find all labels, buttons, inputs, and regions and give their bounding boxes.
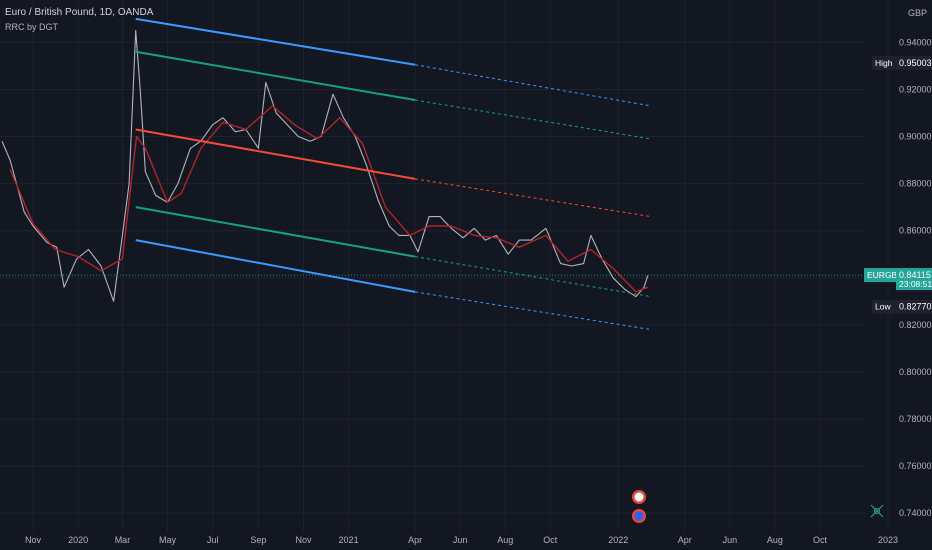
y-tick-label: 0.74000	[899, 508, 932, 518]
high-value-bg	[896, 55, 932, 70]
x-tick-label: Aug	[767, 535, 783, 545]
symbol-title[interactable]: Euro / British Pound, 1D, OANDA	[5, 7, 154, 18]
y-tick-label: 0.78000	[899, 414, 932, 424]
channel-lower-inner-extension	[414, 256, 651, 298]
event-marker-inner	[634, 492, 644, 502]
channel-median-extension	[414, 178, 651, 218]
grid-lines	[0, 0, 889, 532]
channel-upper-outer-extension	[414, 64, 651, 107]
price-labels: High 0.95003 Low 0.82770 EURGBP0.8411523:08:…	[864, 55, 932, 314]
channel-lower-inner-solid	[135, 206, 416, 258]
low-value-bg	[896, 299, 932, 314]
moving-average-series	[9, 105, 649, 293]
x-tick-label: Jun	[453, 535, 468, 545]
y-tick-label: 0.90000	[899, 132, 932, 142]
low-tag-bg	[872, 299, 896, 314]
x-tick-label: Jun	[723, 535, 738, 545]
countdown-value: 23:08:51	[899, 279, 932, 289]
indicator-title[interactable]: RRC by DGT	[5, 22, 59, 32]
y-tick-label: 0.94000	[899, 37, 932, 47]
y-tick-label: 0.76000	[899, 461, 932, 471]
y-tick-label: 0.88000	[899, 179, 932, 189]
channel-upper-outer-solid	[135, 17, 416, 66]
moving-average-line	[9, 105, 649, 293]
x-tick-label: Jul	[207, 535, 219, 545]
currency-label: GBP	[908, 8, 927, 18]
low-tag-label: Low	[875, 302, 891, 312]
x-tick-label: Nov	[295, 535, 312, 545]
channel-lower-outer-solid	[135, 239, 416, 293]
y-tick-label: 0.86000	[899, 226, 932, 236]
x-tick-label: Aug	[497, 535, 513, 545]
x-tick-label: Nov	[25, 535, 42, 545]
channel-median-solid	[135, 128, 416, 180]
high-value: 0.95003	[899, 58, 932, 68]
current-tag-bg	[864, 268, 896, 283]
x-tick-label: Apr	[678, 535, 692, 545]
y-tick-label: 0.92000	[899, 84, 932, 94]
x-tick-label: May	[159, 535, 177, 545]
current-value-bg	[896, 268, 932, 291]
settings-icon[interactable]	[870, 504, 884, 518]
x-tick-label: Apr	[408, 535, 422, 545]
earnings-markers[interactable]	[632, 490, 646, 523]
channel-lower-outer-extension	[414, 291, 651, 331]
chart-legend: Euro / British Pound, 1D, OANDA RRC by D…	[5, 6, 153, 34]
x-tick-label: 2023	[878, 535, 898, 545]
x-tick-label: Sep	[250, 535, 266, 545]
y-tick-label: 0.82000	[899, 320, 932, 330]
channel-upper-inner-solid	[135, 50, 416, 102]
current-tag-label: EURGBP	[867, 270, 903, 280]
y-tick-label: 0.80000	[899, 367, 932, 377]
regression-channel	[135, 17, 651, 331]
price-series	[1, 30, 649, 302]
channel-upper-inner-extension	[414, 99, 651, 140]
x-axis: Nov 2020 Mar May Jul Sep Nov 2021 Apr Jun Aug Oct 20…	[25, 535, 898, 545]
high-tag-label: High	[875, 58, 893, 68]
price-line	[1, 30, 649, 302]
x-tick-label: Mar	[115, 535, 131, 545]
x-tick-label: Oct	[543, 535, 558, 545]
low-value: 0.82770	[899, 302, 932, 312]
high-tag-bg	[872, 55, 896, 70]
x-tick-label: 2022	[608, 535, 628, 545]
event-marker-inner	[634, 511, 644, 521]
x-tick-label: 2020	[68, 535, 88, 545]
x-tick-label: Oct	[813, 535, 828, 545]
current-value: 0.84115	[899, 270, 931, 280]
x-tick-label: 2021	[339, 535, 359, 545]
